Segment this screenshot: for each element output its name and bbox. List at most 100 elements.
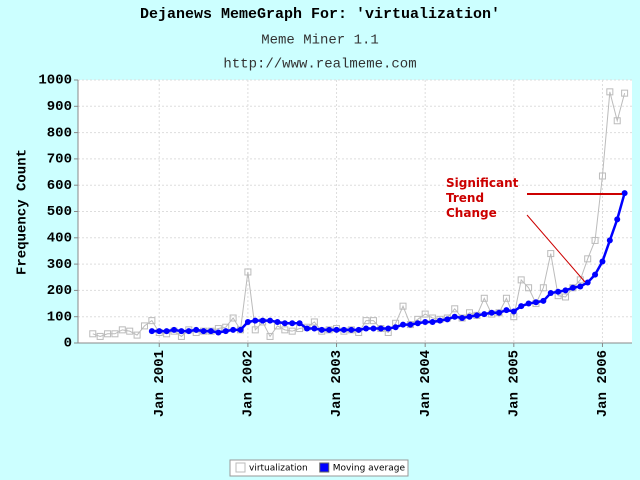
point: [547, 290, 554, 297]
point: [259, 317, 266, 324]
point: [104, 330, 112, 338]
point: [606, 88, 614, 96]
point: [510, 308, 517, 315]
point: [621, 190, 628, 197]
y-tick-label: 400: [47, 231, 72, 247]
point: [451, 305, 459, 313]
point: [598, 172, 606, 180]
point: [488, 309, 495, 316]
point: [229, 314, 237, 322]
point: [392, 324, 399, 331]
point: [140, 322, 148, 330]
y-tick-label: 1000: [38, 73, 72, 89]
grid: 0 100 200 300 400 500 600 700 800 900 1000 Jan 2001…: [38, 73, 632, 417]
point: [473, 312, 480, 319]
point: [429, 318, 436, 325]
x-tick-label: Jan 2001: [152, 350, 168, 417]
point: [326, 326, 333, 333]
x-tick-label: Jan 2002: [241, 350, 257, 417]
chart-source: http://www.realmeme.com: [223, 57, 416, 73]
point: [592, 271, 599, 278]
point: [562, 293, 570, 301]
point: [215, 329, 222, 336]
point: [118, 326, 126, 334]
y-axis-label: Frequency Count: [15, 149, 31, 275]
point: [532, 299, 539, 306]
annotation: Significant Trend Change: [446, 176, 519, 220]
point: [591, 236, 599, 244]
y-tick-label: 100: [47, 309, 72, 325]
point: [547, 250, 555, 258]
point: [289, 320, 296, 327]
point: [422, 318, 429, 325]
point: [281, 320, 288, 327]
point: [613, 117, 621, 125]
y-tick-label: 800: [47, 125, 72, 141]
x-tick-label: Jan 2005: [507, 350, 523, 417]
y-tick-label: 700: [47, 152, 72, 168]
x-tick-label: Jan 2006: [595, 350, 611, 417]
point: [296, 320, 303, 327]
point: [496, 309, 503, 316]
point: [362, 317, 370, 325]
point: [525, 284, 533, 292]
marks: [89, 88, 629, 340]
y-tick-label: 900: [47, 99, 72, 115]
point: [466, 313, 473, 320]
point: [163, 328, 170, 335]
point: [311, 325, 318, 332]
legend: [229, 459, 409, 477]
point: [621, 89, 629, 97]
point: [193, 326, 200, 333]
legend-entries: virtualization Moving average: [235, 462, 406, 474]
point: [244, 318, 251, 325]
point: [584, 255, 592, 263]
point: [178, 328, 185, 335]
point: [185, 328, 192, 335]
point: [237, 326, 244, 333]
point: [318, 326, 325, 333]
point: [303, 325, 310, 332]
point: [444, 316, 451, 323]
point: [267, 317, 274, 324]
point: [577, 283, 584, 290]
y-tick-label: 0: [64, 336, 72, 352]
point: [244, 268, 252, 276]
legend-label: virtualization: [249, 464, 308, 474]
point: [480, 294, 488, 302]
point: [459, 315, 466, 322]
point: [584, 279, 591, 286]
point: [230, 326, 237, 333]
point: [111, 330, 119, 338]
point: [451, 313, 458, 320]
legend-label: Moving average: [333, 464, 406, 474]
annotation-arrow: [526, 214, 586, 283]
y-tick-label: 500: [47, 204, 72, 220]
legend-swatch: [235, 462, 246, 473]
y-tick-label: 300: [47, 257, 72, 273]
point: [363, 325, 370, 332]
point: [222, 328, 229, 335]
point: [274, 318, 281, 325]
x-tick-label: Jan 2003: [329, 350, 345, 417]
point: [148, 317, 156, 325]
point: [606, 237, 613, 244]
point: [421, 310, 429, 318]
point: [518, 303, 525, 310]
point: [377, 325, 384, 332]
point: [126, 327, 134, 335]
point: [569, 284, 576, 291]
point: [355, 326, 362, 333]
x-tick-label: Jan 2004: [418, 350, 434, 417]
point: [399, 302, 407, 310]
point: [414, 320, 421, 327]
point: [502, 294, 510, 302]
point: [251, 326, 259, 334]
point: [369, 317, 377, 325]
point: [207, 328, 214, 335]
point: [407, 321, 414, 328]
point: [385, 325, 392, 332]
legend-swatch: [319, 462, 330, 473]
point: [288, 327, 296, 335]
